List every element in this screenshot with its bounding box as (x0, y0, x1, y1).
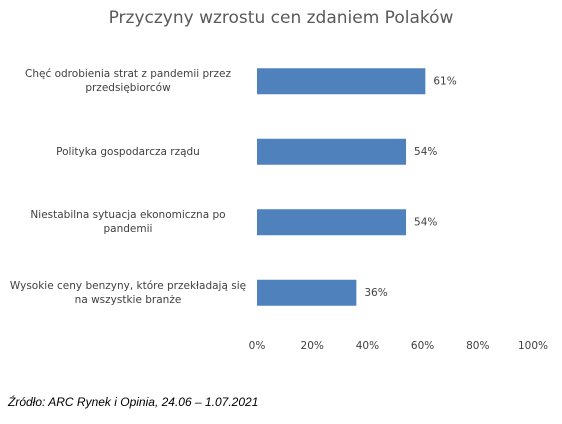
x-tick-label: 60% (411, 340, 434, 352)
category-label: Wysokie ceny benzyny, które przekładają … (9, 279, 247, 306)
x-tick-label: 100% (518, 340, 548, 352)
x-tick-label: 0% (249, 340, 266, 352)
source: Źródło: ARC Rynek i Opinia, 24.06 – 1.07… (8, 395, 259, 409)
value-label: 36% (364, 287, 387, 299)
x-tick-label: 80% (466, 340, 489, 352)
category-label: Polityka gospodarcza rządu (56, 145, 200, 158)
chart-title: Przyczyny wzrostu cen zdaniem Polaków (109, 8, 454, 28)
category-label: Niestabilna sytuacja ekonomiczna po pand… (30, 209, 226, 236)
value-label: 54% (414, 216, 437, 228)
x-tick-label: 20% (301, 340, 324, 352)
category-label: Chęć odrobienia strat z pandemii przez p… (25, 68, 231, 95)
bar (257, 138, 407, 165)
x-tick-label: 40% (356, 340, 379, 352)
value-label: 61% (433, 75, 456, 87)
bar (257, 68, 426, 95)
bar (257, 209, 407, 236)
value-label: 54% (414, 146, 437, 158)
bar (257, 279, 357, 306)
